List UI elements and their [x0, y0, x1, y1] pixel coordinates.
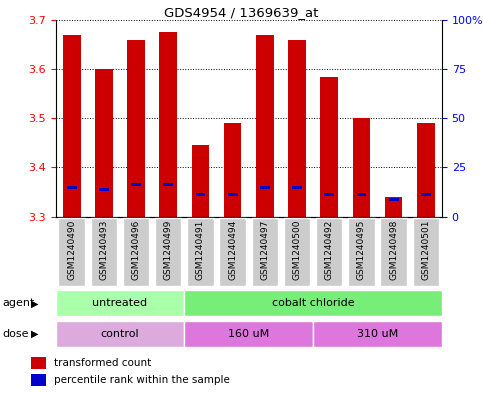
Bar [127, 40, 145, 217]
FancyBboxPatch shape [58, 218, 85, 286]
FancyBboxPatch shape [219, 218, 246, 286]
Bar [288, 40, 306, 217]
Text: GSM1240498: GSM1240498 [389, 219, 398, 280]
FancyBboxPatch shape [187, 218, 213, 286]
FancyBboxPatch shape [313, 321, 442, 347]
Bar [131, 183, 141, 186]
FancyBboxPatch shape [123, 218, 149, 286]
FancyBboxPatch shape [185, 321, 313, 347]
Bar [389, 198, 398, 201]
Text: GSM1240491: GSM1240491 [196, 219, 205, 280]
Bar [224, 123, 242, 217]
Bar [353, 118, 370, 217]
Text: dose: dose [2, 329, 29, 339]
FancyBboxPatch shape [56, 290, 185, 316]
Text: GSM1240500: GSM1240500 [293, 219, 301, 280]
Bar [421, 193, 431, 196]
Bar [320, 77, 338, 217]
Text: GSM1240496: GSM1240496 [131, 219, 141, 280]
FancyBboxPatch shape [91, 218, 117, 286]
FancyBboxPatch shape [155, 218, 182, 286]
Text: GSM1240492: GSM1240492 [325, 219, 334, 280]
FancyBboxPatch shape [348, 218, 375, 286]
Bar [31, 356, 46, 369]
Bar [256, 35, 274, 217]
Text: percentile rank within the sample: percentile rank within the sample [54, 375, 230, 385]
Bar [192, 145, 209, 217]
Bar [67, 185, 76, 189]
Text: untreated: untreated [92, 298, 147, 309]
FancyBboxPatch shape [252, 218, 278, 286]
Bar [417, 123, 435, 217]
FancyBboxPatch shape [381, 218, 407, 286]
Bar [31, 374, 46, 386]
Text: GSM1240494: GSM1240494 [228, 219, 237, 280]
Bar [163, 183, 173, 186]
FancyBboxPatch shape [56, 321, 185, 347]
Bar [196, 193, 205, 196]
FancyBboxPatch shape [316, 218, 342, 286]
Text: GDS4954 / 1369639_at: GDS4954 / 1369639_at [164, 6, 319, 19]
Text: GSM1240495: GSM1240495 [357, 219, 366, 280]
Text: GSM1240493: GSM1240493 [99, 219, 108, 280]
Text: GSM1240501: GSM1240501 [421, 219, 430, 280]
Text: 160 uM: 160 uM [228, 329, 270, 339]
Bar [325, 193, 334, 196]
Bar [292, 185, 302, 189]
Text: cobalt chloride: cobalt chloride [272, 298, 355, 309]
Bar [99, 188, 109, 191]
Text: transformed count: transformed count [54, 358, 151, 367]
Text: ▶: ▶ [31, 298, 39, 309]
Text: agent: agent [2, 298, 35, 309]
Text: 310 uM: 310 uM [357, 329, 398, 339]
Bar [356, 193, 366, 196]
Bar [260, 185, 270, 189]
Bar [95, 69, 113, 217]
Bar [63, 35, 81, 217]
Bar [159, 32, 177, 217]
Bar [385, 197, 402, 217]
Text: GSM1240497: GSM1240497 [260, 219, 270, 280]
Text: GSM1240499: GSM1240499 [164, 219, 173, 280]
Text: ▶: ▶ [31, 329, 39, 339]
FancyBboxPatch shape [185, 290, 442, 316]
FancyBboxPatch shape [284, 218, 310, 286]
FancyBboxPatch shape [412, 218, 439, 286]
Text: GSM1240490: GSM1240490 [67, 219, 76, 280]
Bar [228, 193, 238, 196]
Text: control: control [100, 329, 139, 339]
